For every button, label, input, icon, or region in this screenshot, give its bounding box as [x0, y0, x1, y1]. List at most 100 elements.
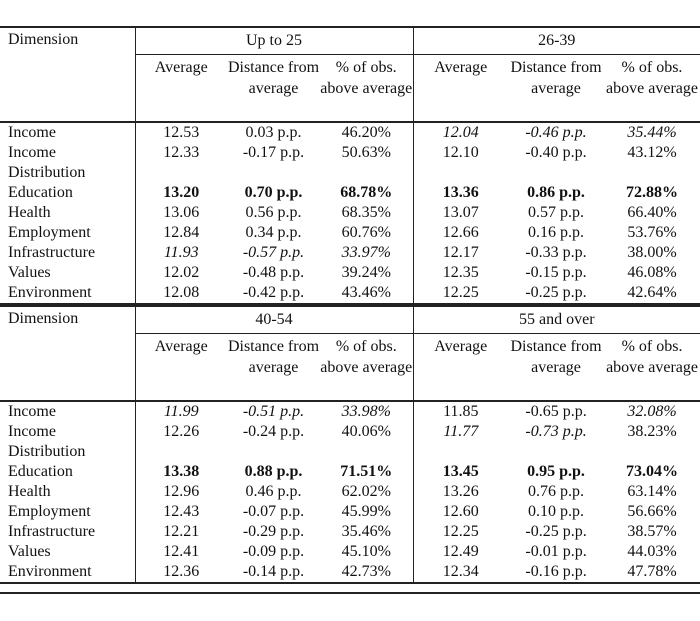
- column-header: Average: [412, 333, 509, 401]
- value-cell: 0.76 p.p.: [528, 483, 585, 500]
- value-cell: 11.93: [163, 244, 199, 261]
- value-cell: 12.60: [412, 502, 509, 522]
- value-cell: 62.02%: [341, 483, 391, 500]
- value-cell: -0.33 p.p.: [525, 244, 587, 261]
- dimension-column-header: Dimension: [0, 306, 136, 401]
- column-header: Average: [154, 59, 208, 76]
- value-cell: 46.08%: [627, 264, 677, 281]
- value-cell: 12.41: [163, 543, 200, 560]
- value-cell: 0.34 p.p.: [245, 224, 302, 241]
- value-cell: 12.25: [412, 522, 509, 542]
- value-cell: -0.07 p.p.: [242, 503, 305, 520]
- value-cell: 12.02: [163, 264, 200, 281]
- dimension-label: Environment: [0, 283, 136, 304]
- value-cell: 60.76%: [341, 224, 391, 241]
- dimension-label: Income: [0, 121, 136, 143]
- value-cell: 66.40%: [627, 204, 677, 221]
- table-row: Education 13.20 0.70 p.p. 68.78% 13.36 0.86 p…: [0, 183, 700, 203]
- value-cell: 73.04%: [626, 463, 679, 480]
- dimension-label: Infrastructure: [0, 522, 136, 542]
- dimension-label: Income Distribution: [0, 422, 136, 462]
- value-cell: 68.35%: [341, 204, 391, 221]
- column-header: % of obs. above average: [320, 338, 413, 376]
- dimension-label: Employment: [0, 223, 136, 243]
- value-cell: -0.17 p.p.: [242, 144, 305, 161]
- column-header: Average: [412, 54, 508, 122]
- dimension-label: Infrastructure: [0, 243, 136, 263]
- value-cell: 12.36: [163, 563, 200, 580]
- value-cell: 11.77: [412, 422, 509, 462]
- column-header: Distance from average: [510, 59, 602, 97]
- value-cell: 32.08%: [604, 400, 700, 422]
- value-cell: 53.76%: [627, 224, 677, 241]
- value-cell: 42.64%: [627, 284, 677, 301]
- value-cell: -0.15 p.p.: [525, 264, 587, 281]
- value-cell: 33.98%: [320, 400, 414, 422]
- value-cell: 43.46%: [341, 284, 391, 301]
- value-cell: -0.14 p.p.: [242, 563, 305, 580]
- value-cell: 13.06: [163, 204, 200, 221]
- dimension-label: Values: [0, 263, 136, 283]
- value-cell: 63.14%: [627, 483, 677, 500]
- value-cell: -0.25 p.p.: [525, 523, 587, 540]
- value-cell: 12.53: [135, 121, 227, 143]
- value-cell: 46.20%: [320, 121, 413, 143]
- value-cell: 13.20: [163, 184, 200, 201]
- dimension-label: Employment: [0, 502, 136, 522]
- value-cell: 45.99%: [341, 503, 391, 520]
- value-cell: 13.36: [412, 183, 508, 203]
- value-cell: 12.34: [412, 562, 509, 583]
- bottom-rule: [0, 592, 700, 594]
- value-cell: 33.97%: [341, 244, 391, 261]
- value-cell: 11.85: [412, 400, 509, 422]
- dimension-label: Income Distribution: [0, 143, 136, 183]
- value-cell: 0.16 p.p.: [528, 224, 584, 241]
- value-cell: -0.42 p.p.: [242, 284, 305, 301]
- column-header: Distance from average: [227, 59, 320, 97]
- value-cell: -0.65 p.p.: [508, 400, 605, 422]
- value-cell: 0.95 p.p.: [527, 463, 585, 480]
- dimension-label: Education: [0, 183, 136, 203]
- value-cell: -0.25 p.p.: [525, 284, 587, 301]
- value-cell: 13.07: [412, 203, 508, 223]
- dimension-column-header: Dimension: [0, 27, 136, 122]
- table-row: Infrastructure 11.93 -0.57 p.p. 33.97% 12.17…: [0, 243, 700, 263]
- value-cell: 12.33: [163, 144, 200, 161]
- dimension-label: Environment: [0, 562, 136, 583]
- value-cell: 12.96: [163, 483, 200, 500]
- age-group-header: 40-54: [135, 306, 414, 334]
- value-cell: 0.70 p.p.: [244, 184, 303, 201]
- column-header: Distance from average: [510, 338, 602, 376]
- value-cell: 0.86 p.p.: [527, 184, 585, 201]
- table-row: Health 12.96 0.46 p.p. 62.02% 13.26 0.76 p.p.…: [0, 482, 700, 502]
- value-cell: 43.12%: [627, 144, 677, 161]
- table-row: Income Distribution 12.26 -0.24 p.p. 40.06%…: [0, 422, 700, 462]
- value-cell: 47.78%: [627, 563, 677, 580]
- age-groups-table-young: Dimension Up to 25 26-39 Average Distance fr…: [0, 26, 700, 305]
- value-cell: -0.24 p.p.: [242, 423, 305, 440]
- age-group-header: 55 and over: [412, 306, 700, 334]
- value-cell: 0.57 p.p.: [528, 204, 584, 221]
- value-cell: 56.66%: [627, 503, 677, 520]
- dimension-label: Education: [0, 462, 136, 482]
- value-cell: 12.04: [412, 121, 508, 143]
- value-cell: 38.23%: [627, 423, 677, 440]
- table-row: Environment 12.36 -0.14 p.p. 42.73% 12.34 -0.…: [0, 562, 700, 583]
- table-row: Income Distribution 12.33 -0.17 p.p. 50.63%…: [0, 143, 700, 183]
- column-header: % of obs. above average: [606, 338, 698, 376]
- table-row: Environment 12.08 -0.42 p.p. 43.46% 12.25 -0.…: [0, 283, 700, 304]
- value-cell: 13.38: [163, 463, 200, 480]
- table-row: Values 12.02 -0.48 p.p. 39.24% 12.35 -0.15 p.…: [0, 263, 700, 283]
- value-cell: 13.26: [412, 482, 509, 502]
- table-row: Values 12.41 -0.09 p.p. 45.10% 12.49 -0.01 p.…: [0, 542, 700, 562]
- age-groups-table-older: Dimension 40-54 55 and over Average Distance…: [0, 305, 700, 584]
- value-cell: 35.46%: [341, 523, 391, 540]
- value-cell: 12.10: [412, 143, 508, 183]
- value-cell: 12.25: [412, 283, 508, 304]
- value-cell: 50.63%: [341, 144, 391, 161]
- value-cell: -0.57 p.p.: [242, 244, 305, 261]
- value-cell: -0.29 p.p.: [242, 523, 305, 540]
- value-cell: 12.26: [163, 423, 200, 440]
- value-cell: -0.09 p.p.: [242, 543, 305, 560]
- column-header: Distance from average: [227, 338, 320, 376]
